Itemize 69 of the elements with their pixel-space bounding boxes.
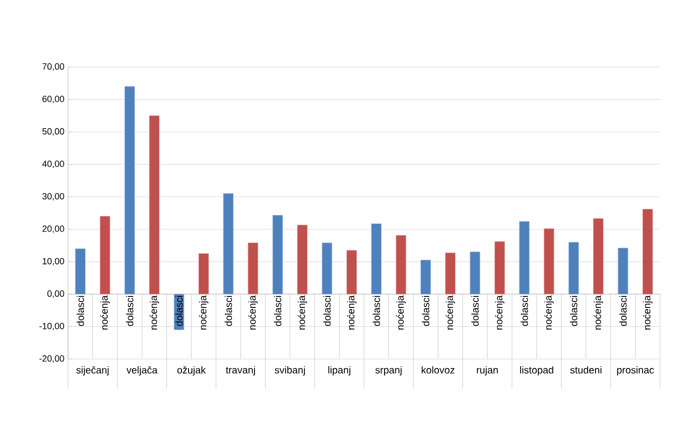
x-tick-label: rujan xyxy=(476,366,498,376)
text: dolasci xyxy=(224,296,232,326)
bar xyxy=(445,252,456,294)
y-tick-label: 60,00 xyxy=(42,96,64,104)
y-tick-label: 50,00 xyxy=(42,128,64,136)
x-tick-label: srpanj xyxy=(375,366,402,376)
bar xyxy=(544,228,554,294)
bar xyxy=(371,224,382,294)
bar xyxy=(568,242,579,294)
x-tick-label: siječanj xyxy=(76,366,109,376)
x-tick-label: kolovoz xyxy=(422,366,454,374)
x-tick-label: listopad xyxy=(520,366,554,376)
bar xyxy=(593,218,604,294)
y-tick-label: 30,00 xyxy=(42,193,64,200)
bar xyxy=(618,248,628,294)
text: noćenja xyxy=(494,295,504,330)
y-tick-label: 10,00 xyxy=(42,258,64,266)
y-tick-label: 40,00 xyxy=(42,160,64,168)
x-tick-label: prosinac xyxy=(617,366,654,376)
bar xyxy=(642,208,653,294)
x-tick-label: lipanj xyxy=(328,366,350,376)
bar xyxy=(396,235,406,294)
text: noćenja xyxy=(298,295,308,330)
text: noćenja xyxy=(150,295,160,330)
text: noćenja xyxy=(100,295,110,330)
y-tick-label: 70,00 xyxy=(42,63,64,71)
x-tick-label: veljača xyxy=(126,366,158,376)
y-tick-label: -10,00 xyxy=(39,322,64,330)
x-tick-label: travanj xyxy=(226,366,255,376)
bar xyxy=(494,241,505,294)
x-tick-label: svibanj xyxy=(274,366,305,376)
bar xyxy=(223,193,234,294)
bar xyxy=(519,221,530,294)
bar xyxy=(100,216,110,294)
text: dolasci xyxy=(126,296,134,326)
series-label: dolasci xyxy=(175,296,183,326)
bar xyxy=(297,224,308,294)
text: noćenja xyxy=(594,295,604,330)
bar xyxy=(420,260,431,294)
text: dolasci xyxy=(619,296,627,326)
bar xyxy=(272,215,283,294)
bar xyxy=(75,248,86,294)
bar xyxy=(198,253,209,294)
text: noćenja xyxy=(446,295,456,330)
text: noćenja xyxy=(198,295,208,330)
text: dolasci xyxy=(570,296,578,326)
text: noćenja xyxy=(396,295,406,330)
text: noćenja xyxy=(248,295,258,330)
bar xyxy=(470,252,480,294)
bar xyxy=(346,250,357,294)
y-tick-label: 0,00 xyxy=(47,290,64,298)
text: noćenja xyxy=(346,295,356,330)
text: noćenja xyxy=(642,295,652,330)
bar xyxy=(124,86,135,294)
y-tick-label: 20,00 xyxy=(42,226,64,233)
text: dolasci xyxy=(323,296,331,326)
text: dolasci xyxy=(274,296,282,326)
bar xyxy=(322,242,332,294)
bar xyxy=(149,115,160,294)
x-tick-label: studeni xyxy=(570,366,602,374)
text: dolasci xyxy=(372,296,380,326)
text: dolasci xyxy=(520,296,528,326)
y-tick-label: -20,00 xyxy=(39,355,64,363)
bar xyxy=(248,242,258,294)
text: noćenja xyxy=(544,295,554,330)
text: dolasci xyxy=(422,296,430,326)
x-tick-label: ožujak xyxy=(177,366,206,376)
text: dolasci xyxy=(76,296,84,326)
text: dolasci xyxy=(471,296,479,326)
